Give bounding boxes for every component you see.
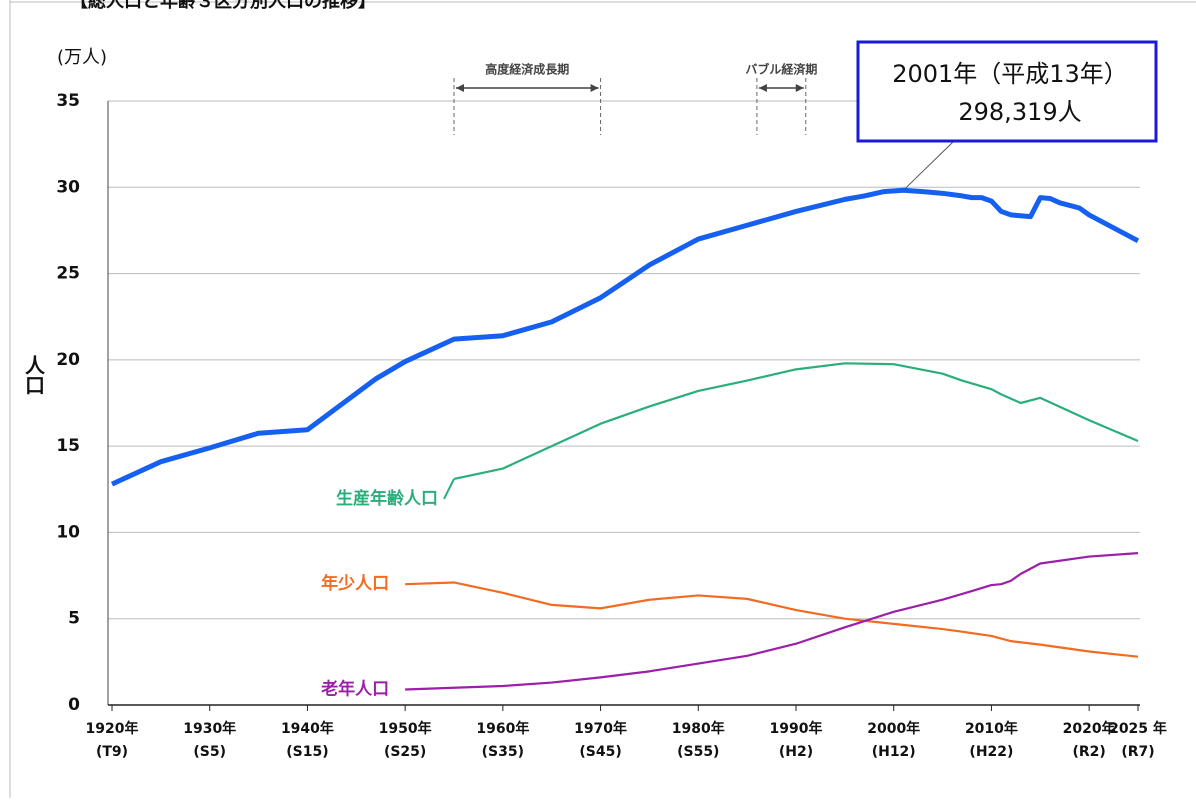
x-tick-sublabel: (R2) [1072,744,1105,760]
x-tick-sublabel: (H2) [779,744,813,760]
x-tick-label: 1980年 [672,720,725,737]
y-tick-label: 15 [56,436,80,456]
series-line [110,187,1140,487]
x-tick-label: 1950年 [379,720,432,737]
x-tick-label: 1920年 [86,720,139,737]
series-line [405,581,1139,658]
x-tick-sublabel: (H22) [969,744,1013,760]
callout-box [856,40,1158,143]
y-tick-label: 30 [56,177,80,197]
x-tick-sublabel: (S25) [384,744,426,760]
x-tick-sublabel: (H12) [872,744,916,760]
chart-title: 【総人口と年齢３区分別人口の推移】 [70,0,376,12]
x-tick-label: 1940年 [281,720,334,737]
series-label: 生産年齢人口 [336,488,438,509]
callout-line2: 298,319人 [958,98,1081,126]
x-tick-sublabel: (R7) [1121,744,1154,760]
callout-line1: 2001年（平成13年） [892,60,1128,88]
y-tick-label: 10 [56,522,80,542]
x-tick-label: 2010年 [965,720,1018,737]
x-tick-label: 1970年 [574,720,627,737]
series-label: 年少人口 [321,573,389,594]
x-tick-sublabel: (T9) [96,744,128,760]
y-axis-label: 人口 [22,355,46,395]
x-tick-label: 2020年 [1063,720,1116,737]
x-tick-sublabel: (S35) [482,744,524,760]
x-tick-label: 2025 年 [1109,720,1167,737]
label-connector [443,478,455,500]
x-tick-label: 2000年 [867,720,920,737]
x-tick-label: 1960年 [476,720,529,737]
series-label: 老年人口 [320,678,389,699]
y-tick-label: 5 [68,609,80,629]
series-line [453,362,1139,481]
x-tick-sublabel: (S5) [193,744,226,760]
y-unit: (万人) [57,47,107,68]
x-tick-sublabel: (S15) [286,744,328,760]
y-tick-label: 20 [56,350,80,370]
y-tick-label: 35 [56,91,80,111]
callout-leader [903,139,956,191]
x-tick-sublabel: (S55) [677,744,719,760]
series-line [405,552,1139,691]
period-label: 高度経済成長期 [485,62,569,77]
x-tick-label: 1990年 [770,720,823,737]
period-label: バブル経済期 [745,62,817,77]
x-tick-label: 1930年 [183,720,236,737]
x-tick-sublabel: (S45) [579,744,621,760]
y-tick-label: 25 [56,264,80,284]
y-tick-label: 0 [68,695,80,715]
